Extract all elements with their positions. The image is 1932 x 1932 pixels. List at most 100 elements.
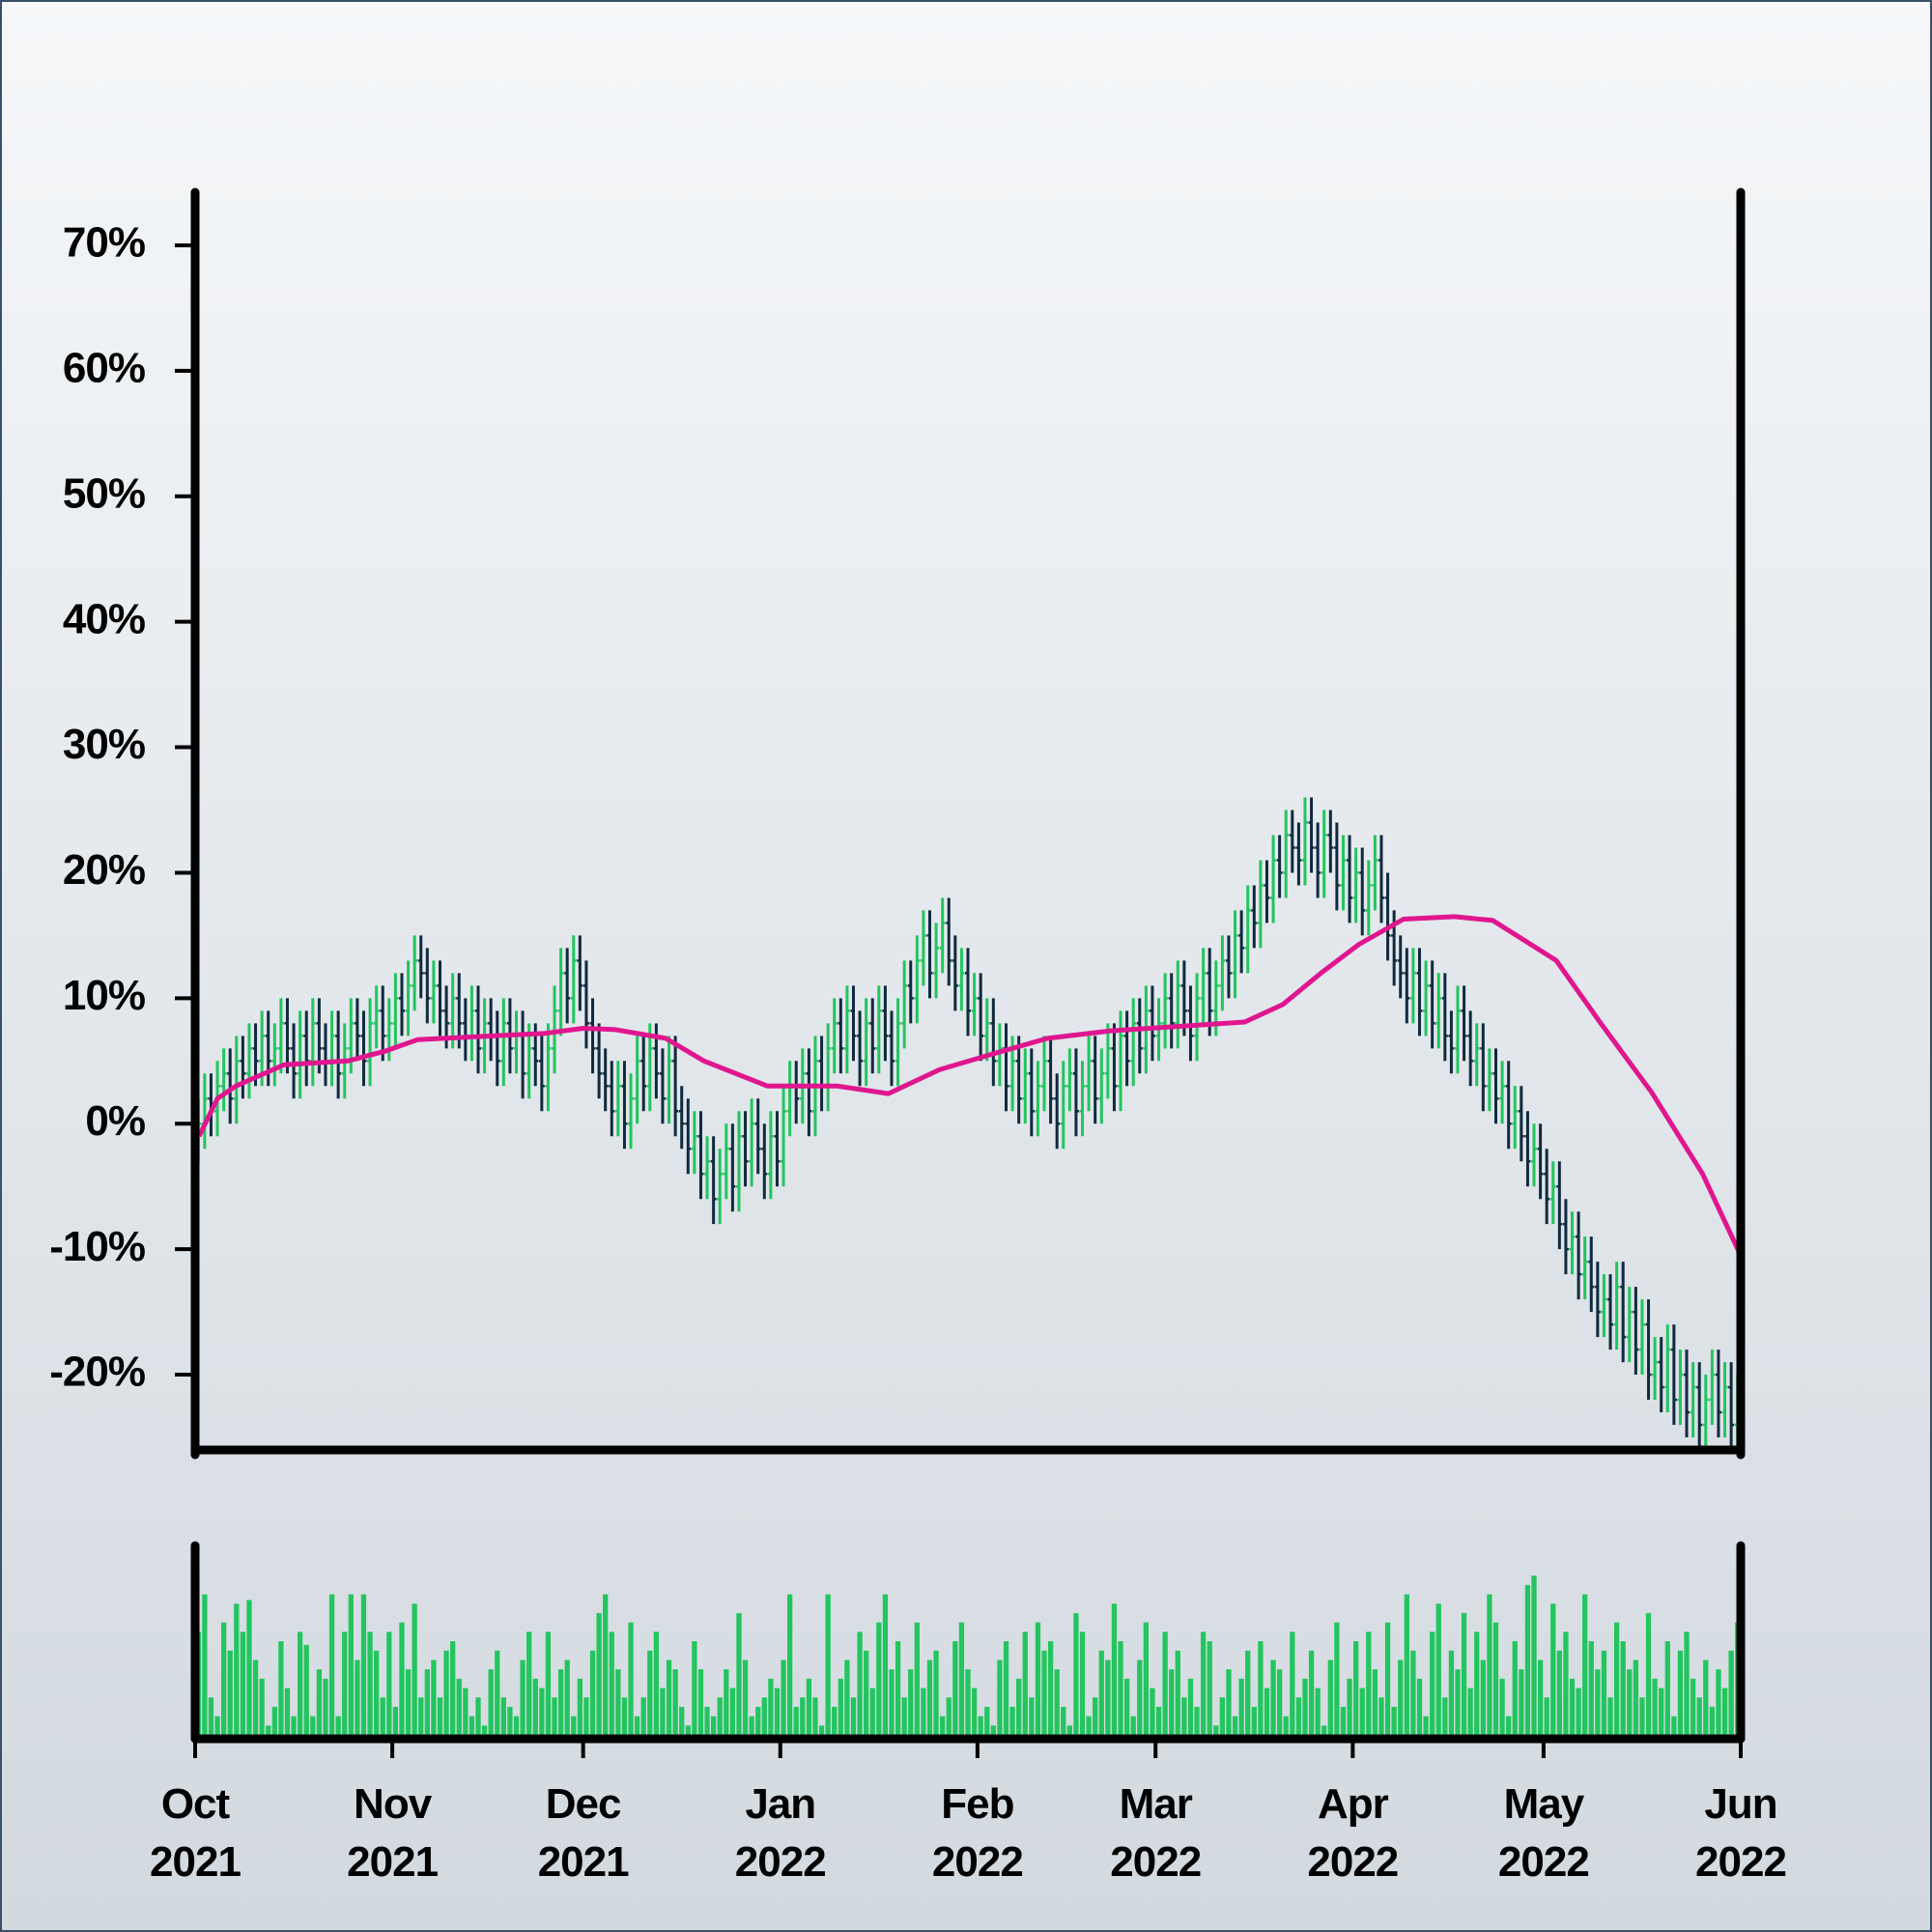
volume-bar bbox=[978, 1716, 983, 1735]
volume-bar bbox=[1105, 1660, 1111, 1735]
volume-bar bbox=[443, 1650, 449, 1735]
volume-bar bbox=[768, 1678, 774, 1735]
x-tick-label: Jan 2022 bbox=[734, 1780, 827, 1886]
volume-bar bbox=[1378, 1697, 1384, 1735]
x-tick-label: Dec 2021 bbox=[537, 1780, 630, 1886]
y-tick-label: 10% bbox=[63, 972, 145, 1019]
volume-bar bbox=[1435, 1604, 1441, 1735]
volume-bar bbox=[1696, 1697, 1702, 1735]
y-tick-label: 20% bbox=[63, 846, 145, 894]
volume-bar bbox=[1588, 1641, 1594, 1735]
volume-bar bbox=[418, 1697, 424, 1735]
volume-bar bbox=[1416, 1678, 1423, 1735]
volume-bar bbox=[342, 1632, 348, 1735]
volume-bar bbox=[240, 1632, 246, 1735]
y-tick-label: 40% bbox=[63, 595, 145, 642]
y-tick-label: -20% bbox=[49, 1349, 145, 1396]
volume-bar bbox=[469, 1716, 475, 1735]
volume-bar bbox=[984, 1706, 990, 1735]
volume-bar bbox=[405, 1669, 412, 1735]
volume-bar bbox=[1308, 1650, 1315, 1735]
volume-bar bbox=[634, 1716, 640, 1735]
volume-bar bbox=[392, 1706, 399, 1735]
volume-bar bbox=[1283, 1716, 1289, 1735]
volume-bar bbox=[303, 1644, 309, 1735]
volume-bar bbox=[1130, 1716, 1136, 1735]
volume-plot bbox=[195, 1576, 1741, 1735]
volume-bar bbox=[908, 1669, 914, 1735]
volume-bar bbox=[857, 1632, 863, 1735]
x-tick-label: May 2022 bbox=[1497, 1780, 1590, 1886]
volume-bar bbox=[990, 1725, 996, 1735]
volume-bar bbox=[640, 1697, 646, 1735]
volume-bar bbox=[1703, 1660, 1709, 1735]
volume-bar bbox=[399, 1622, 405, 1735]
volume-bar bbox=[1093, 1697, 1098, 1735]
volume-bar bbox=[564, 1660, 570, 1735]
volume-bar bbox=[1423, 1716, 1429, 1735]
volume-bar bbox=[1398, 1660, 1404, 1735]
volume-bar bbox=[1709, 1706, 1716, 1735]
x-tick-label: Apr 2022 bbox=[1307, 1780, 1399, 1886]
x-tick-label: Oct 2021 bbox=[150, 1780, 242, 1886]
volume-bar bbox=[1264, 1688, 1270, 1735]
volume-bar bbox=[481, 1725, 488, 1735]
volume-bar bbox=[895, 1641, 901, 1735]
volume-bar bbox=[266, 1725, 271, 1735]
volume-bar bbox=[787, 1594, 793, 1735]
volume-bar bbox=[1404, 1594, 1409, 1735]
volume-bar bbox=[1035, 1622, 1041, 1735]
x-tick-label: Nov 2021 bbox=[347, 1780, 439, 1886]
x-tick-label: Mar 2022 bbox=[1110, 1780, 1202, 1886]
volume-bar bbox=[901, 1697, 907, 1735]
volume-bar bbox=[202, 1594, 208, 1735]
volume-bar bbox=[1677, 1650, 1684, 1735]
volume-bar bbox=[583, 1697, 589, 1735]
volume-bar bbox=[609, 1632, 614, 1735]
volume-bar bbox=[952, 1641, 958, 1735]
volume-bar bbox=[1607, 1697, 1613, 1735]
volume-bar bbox=[278, 1641, 284, 1735]
volume-bar bbox=[1716, 1669, 1721, 1735]
y-tick-label: 70% bbox=[63, 219, 145, 267]
volume-bar bbox=[1232, 1716, 1238, 1735]
volume-bar bbox=[1487, 1594, 1492, 1735]
volume-bar bbox=[1251, 1706, 1257, 1735]
volume-bar bbox=[1238, 1678, 1244, 1735]
volume-bar bbox=[1519, 1669, 1524, 1735]
volume-bar bbox=[1137, 1660, 1143, 1735]
volume-bar bbox=[1474, 1632, 1480, 1735]
volume-bar bbox=[1639, 1697, 1645, 1735]
volume-bar bbox=[1270, 1660, 1276, 1735]
volume-bar bbox=[615, 1669, 621, 1735]
volume-bar bbox=[557, 1669, 564, 1735]
volume-bar bbox=[328, 1594, 335, 1735]
volume-bar bbox=[1664, 1641, 1670, 1735]
volume-bar bbox=[889, 1669, 895, 1735]
volume-bar bbox=[755, 1706, 761, 1735]
volume-bar bbox=[335, 1716, 341, 1735]
volume-bar bbox=[259, 1678, 265, 1735]
volume-bar bbox=[1347, 1678, 1352, 1735]
volume-bar bbox=[1219, 1697, 1226, 1735]
volume-bar bbox=[252, 1660, 259, 1735]
volume-bar bbox=[1556, 1650, 1562, 1735]
volume-bar bbox=[1576, 1688, 1581, 1735]
volume-bar bbox=[513, 1716, 520, 1735]
volume-bar bbox=[742, 1660, 749, 1735]
volume-bar bbox=[1544, 1697, 1549, 1735]
volume-bar bbox=[710, 1716, 717, 1735]
volume-bar bbox=[1384, 1622, 1391, 1735]
volume-bar bbox=[500, 1697, 506, 1735]
volume-bar bbox=[571, 1716, 577, 1735]
volume-bar bbox=[1334, 1622, 1340, 1735]
volume-bar bbox=[1181, 1697, 1187, 1735]
volume-bar bbox=[1353, 1641, 1359, 1735]
volume-bar bbox=[997, 1660, 1003, 1735]
volume-bar bbox=[1582, 1594, 1588, 1735]
volume-bar bbox=[380, 1697, 385, 1735]
volume-bar bbox=[1340, 1706, 1347, 1735]
volume-bar bbox=[1155, 1706, 1162, 1735]
volume-bar bbox=[1016, 1678, 1022, 1735]
volume-bar bbox=[793, 1706, 799, 1735]
